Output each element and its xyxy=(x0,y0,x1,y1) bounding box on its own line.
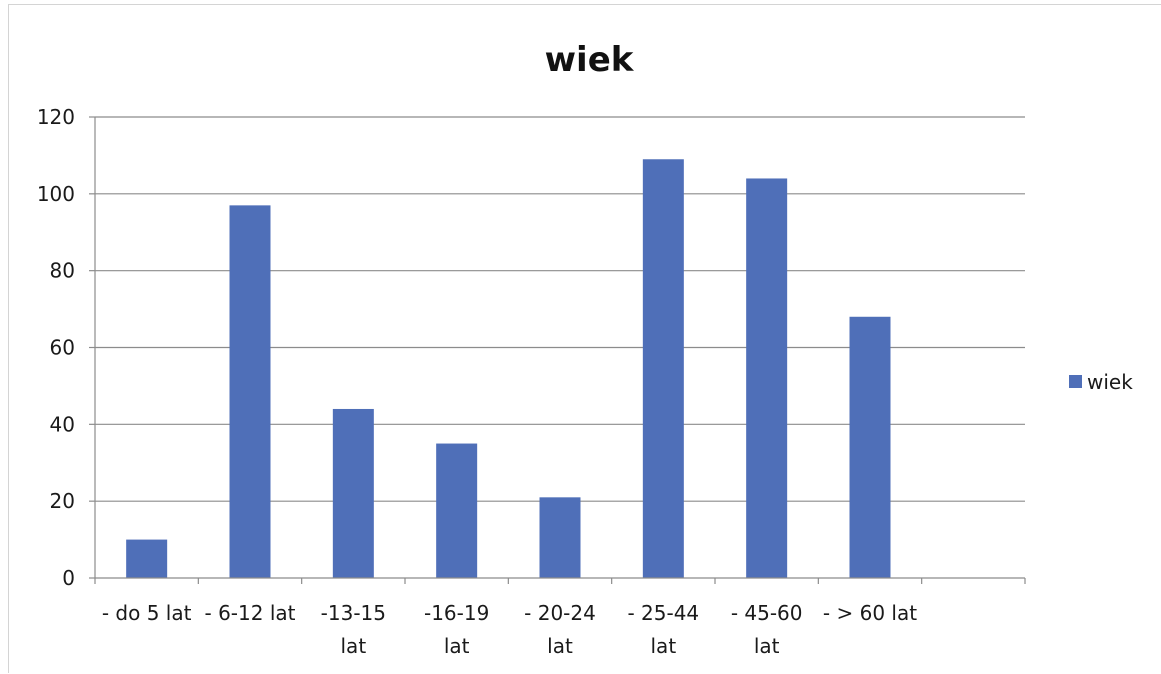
bar-0 xyxy=(126,539,168,578)
y-tick-label: 20 xyxy=(50,489,75,513)
x-tick-label: lat xyxy=(341,634,367,658)
y-tick-label: 100 xyxy=(37,182,75,206)
legend-label-wiek: wiek xyxy=(1087,370,1133,394)
x-tick-labels: - do 5 lat - 6-12 lat -13-15 lat -16-19 lat - … xyxy=(102,601,917,658)
chart-title: wiek xyxy=(545,40,635,80)
bar-7 xyxy=(849,316,891,578)
bar-4 xyxy=(539,497,581,578)
bar-2 xyxy=(332,408,374,578)
x-tick-label: lat xyxy=(444,634,470,658)
axes xyxy=(89,116,1026,584)
y-tick-label: 0 xyxy=(62,566,75,590)
bars xyxy=(126,159,891,578)
y-tick-label: 120 xyxy=(37,105,75,129)
x-tick-label: lat xyxy=(651,634,677,658)
bar-5 xyxy=(642,159,684,578)
y-tick-label: 80 xyxy=(50,259,75,283)
legend: wiek xyxy=(1069,370,1133,394)
x-tick-label: - 20-24 xyxy=(524,601,596,625)
x-tick-label: -13-15 xyxy=(321,601,386,625)
x-tick-label: - 6-12 lat xyxy=(205,601,296,625)
bar-1 xyxy=(229,205,271,578)
x-tick-label: - do 5 lat xyxy=(102,601,192,625)
x-tick-label: - 45-60 xyxy=(731,601,803,625)
x-tick-label: lat xyxy=(547,634,573,658)
bar-6 xyxy=(746,178,788,578)
y-tick-label: 40 xyxy=(50,412,75,436)
x-tick-label: lat xyxy=(754,634,780,658)
x-tick-label: - > 60 lat xyxy=(823,601,917,625)
legend-swatch-wiek xyxy=(1069,375,1082,388)
y-tick-label: 60 xyxy=(50,336,75,360)
x-tick-label: - 25-44 xyxy=(627,601,699,625)
chart-frame: wiek 0 20 40 60 80 100 120 - do 5 lat - 6-12 la… xyxy=(8,4,1161,673)
bar-chart: wiek 0 20 40 60 80 100 120 - do 5 lat - 6-12 la… xyxy=(37,40,1133,658)
y-tick-labels: 0 20 40 60 80 100 120 xyxy=(37,105,75,590)
x-tick-label: -16-19 xyxy=(424,601,489,625)
bar-3 xyxy=(436,443,478,578)
